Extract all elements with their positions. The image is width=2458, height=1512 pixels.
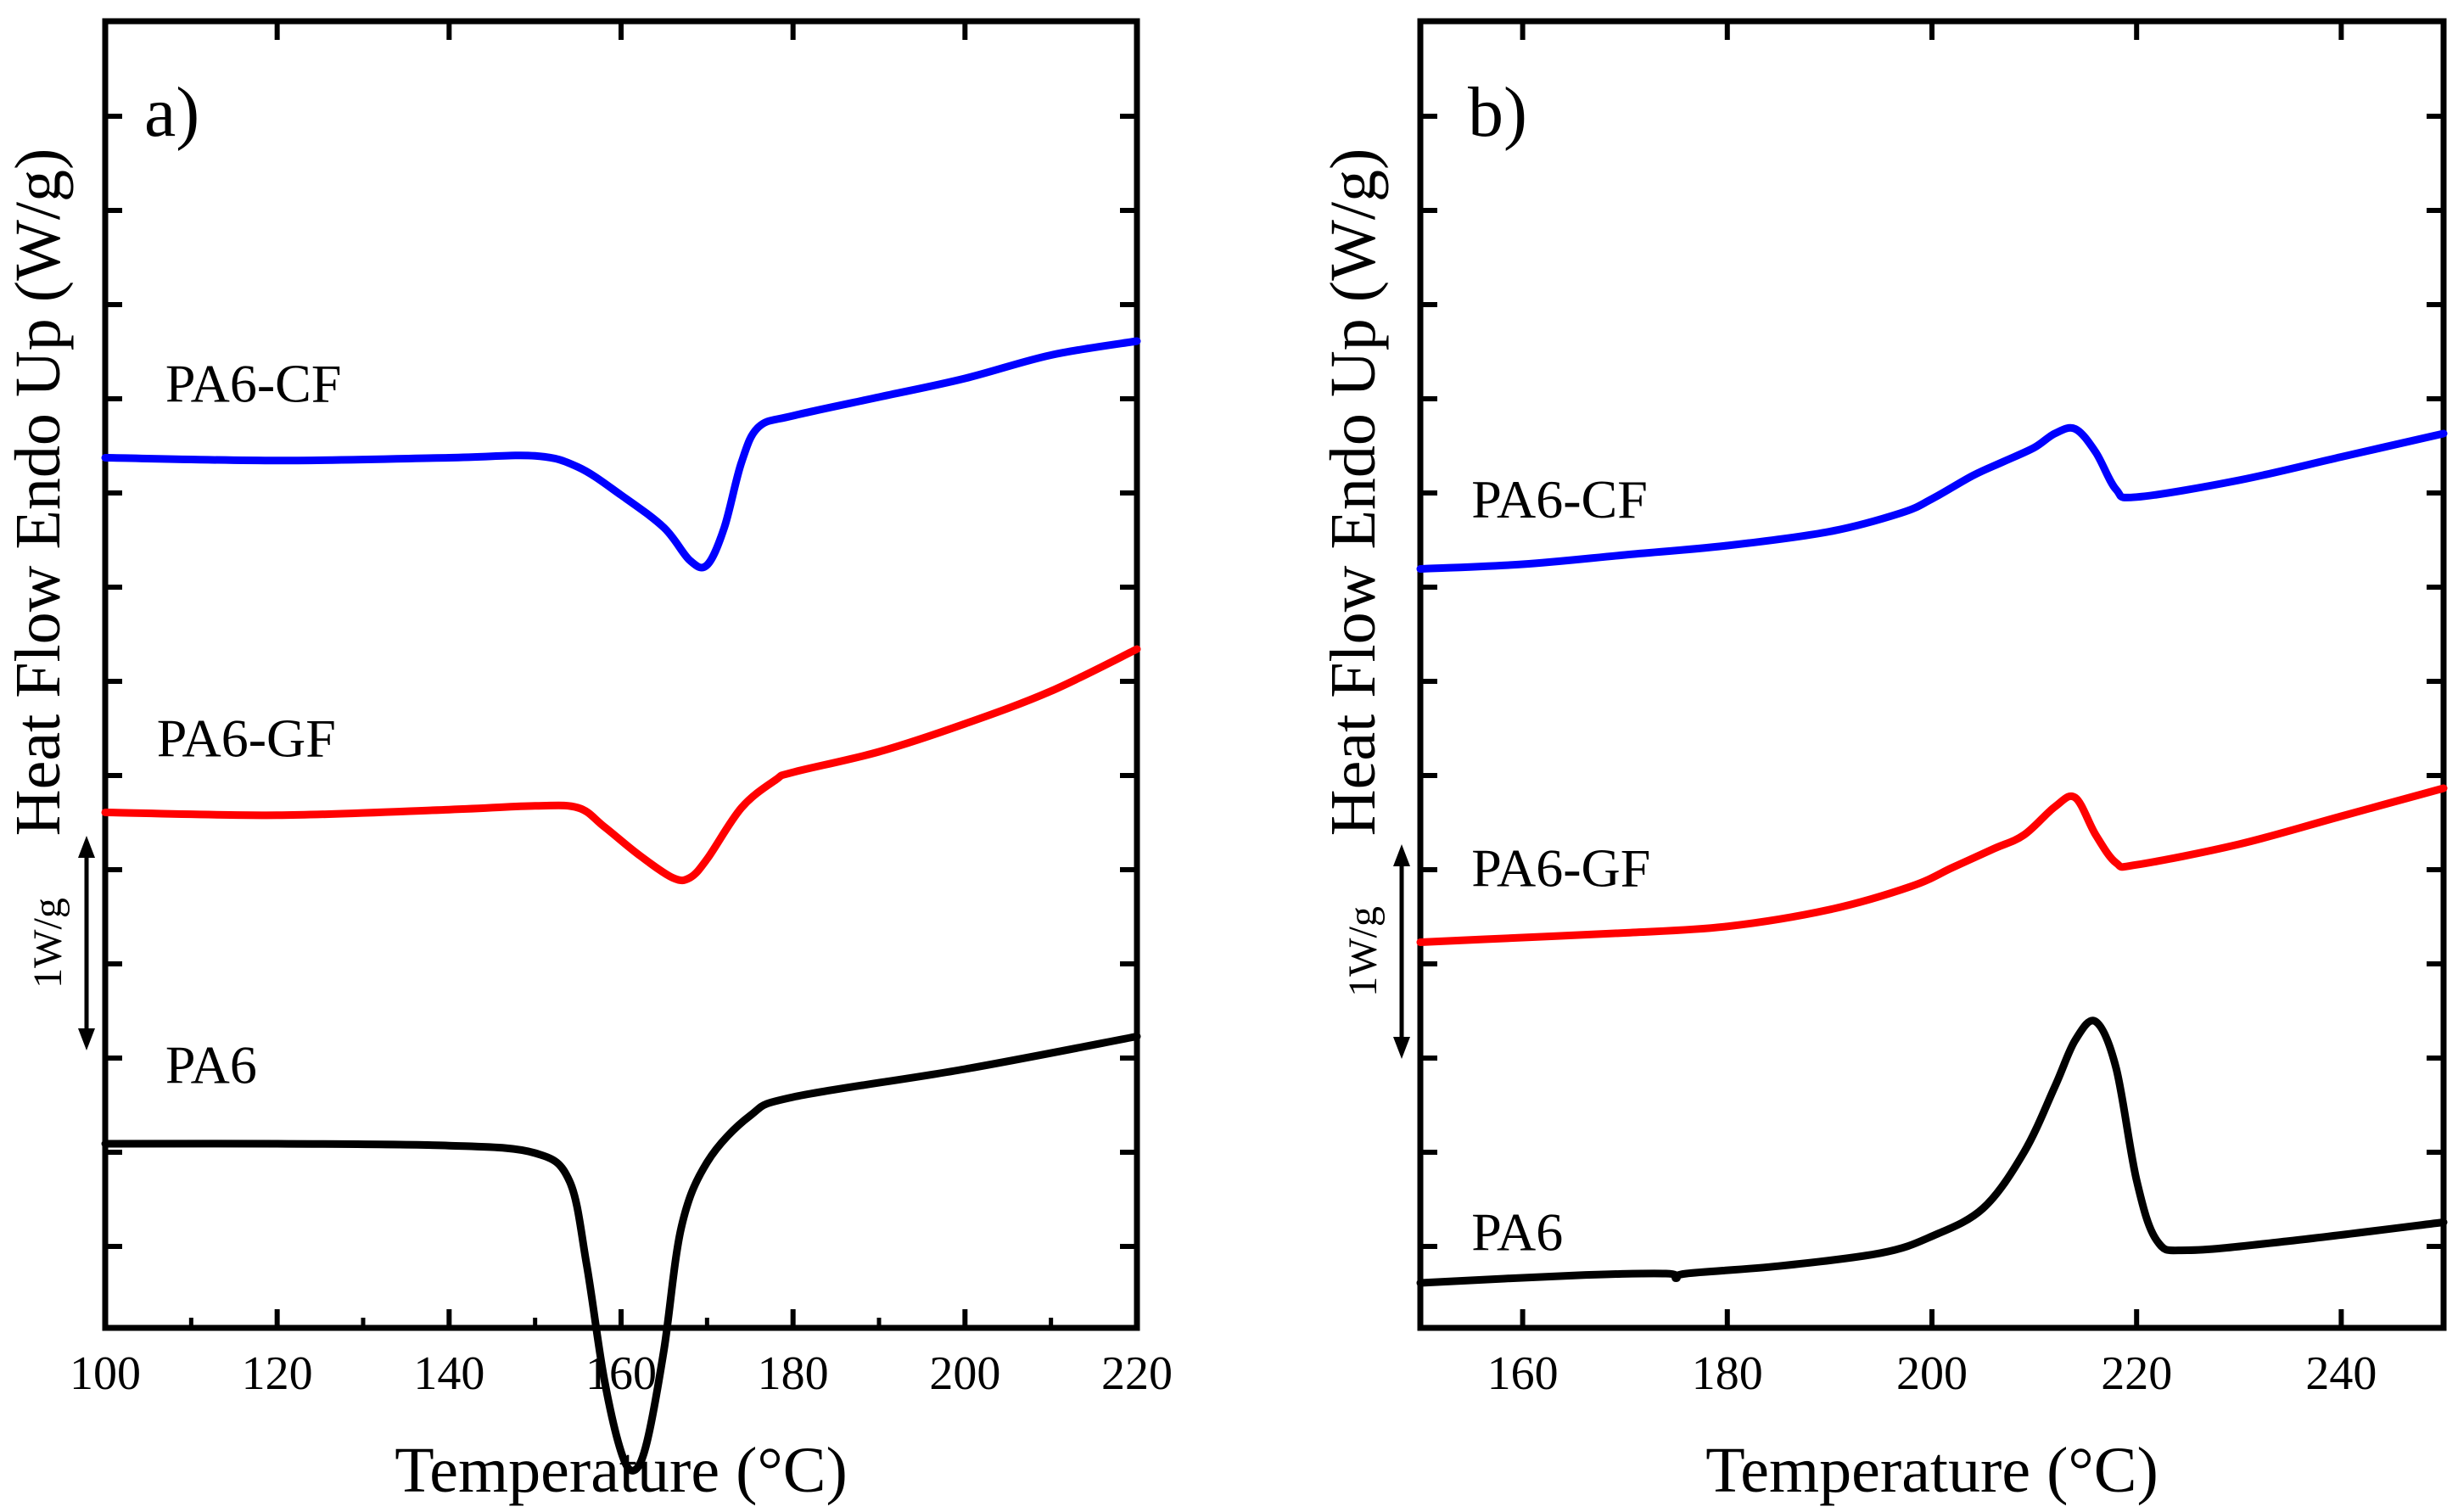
scale-bar-b: 1W/g: [1341, 844, 1410, 1059]
x-tick-label-a: 180: [758, 1347, 829, 1400]
plot-frame-b: [1417, 18, 2447, 1331]
x-tick-label-a: 120: [242, 1347, 313, 1400]
x-tick-label-b: 160: [1487, 1347, 1559, 1400]
series-line-pa6-cf-b: [1416, 423, 2448, 573]
y-ticks-a: [105, 114, 1137, 1249]
x-axis-title-b: Temperature (°C): [1705, 1435, 2158, 1506]
x-tick-label-a: 100: [70, 1347, 141, 1400]
panel-label-a: a): [144, 73, 199, 152]
x-tick-label-a: 220: [1101, 1347, 1173, 1400]
x-axis-title-a: Temperature (°C): [395, 1435, 848, 1506]
x-tick-label-b: 220: [2101, 1347, 2172, 1400]
series-label-pa6-a: PA6: [165, 1035, 257, 1095]
x-tick-label-b: 240: [2305, 1347, 2377, 1400]
series-line-pa6-gf-a: [101, 645, 1141, 885]
panel-label-b: b): [1468, 73, 1527, 152]
y-ticks-b: [1420, 114, 2444, 1249]
series-labels-b: PA6-CF PA6-GF PA6: [1471, 469, 1650, 1263]
scale-bar-arrow-up-a: [78, 836, 95, 858]
y-axis-title-a: Heat Flow Endo Up (W/g): [3, 148, 74, 837]
panel-a: 100 120 140 160 180 200 220 PA6-CF PA6-GF PA6 1W…: [3, 18, 1173, 1506]
x-tick-label-b: 180: [1692, 1347, 1763, 1400]
scale-bar-a: 1W/g: [25, 836, 95, 1050]
series-labels-a: PA6-CF PA6-GF PA6: [157, 354, 342, 1095]
x-tick-label-b: 200: [1896, 1347, 1968, 1400]
scale-bar-label-b: 1W/g: [1341, 906, 1386, 997]
x-tick-label-a: 140: [413, 1347, 484, 1400]
series-label-pa6-gf-b: PA6-GF: [1471, 838, 1650, 899]
scale-bar-arrow-down-a: [78, 1028, 95, 1050]
series-label-pa6-gf-a: PA6-GF: [157, 708, 336, 769]
plot-frame-a: [102, 18, 1140, 1331]
y-axis-title-b: Heat Flow Endo Up (W/g): [1318, 148, 1389, 837]
x-tick-label-a: 160: [585, 1347, 657, 1400]
series-label-pa6-b: PA6: [1471, 1202, 1563, 1263]
scale-bar-label-a: 1W/g: [25, 898, 70, 988]
series-line-pa6-cf-a: [101, 337, 1141, 572]
x-ticks-b: 160 180 200 220 240: [1487, 21, 2377, 1400]
series-label-pa6-cf-b: PA6-CF: [1471, 469, 1648, 529]
series-line-pa6-b: [1416, 1016, 2448, 1287]
curves-a: [101, 337, 1141, 1475]
series-line-pa6-a: [101, 1033, 1141, 1475]
scale-bar-arrow-up-b: [1393, 844, 1410, 866]
curves-b: [1416, 423, 2448, 1287]
series-line-pa6-gf-b: [1416, 784, 2448, 946]
x-tick-label-a: 200: [929, 1347, 1000, 1400]
scale-bar-arrow-down-b: [1393, 1037, 1410, 1059]
series-label-pa6-cf-a: PA6-CF: [165, 354, 342, 414]
x-ticks-a: 100 120 140 160 180 200 220: [70, 21, 1173, 1400]
